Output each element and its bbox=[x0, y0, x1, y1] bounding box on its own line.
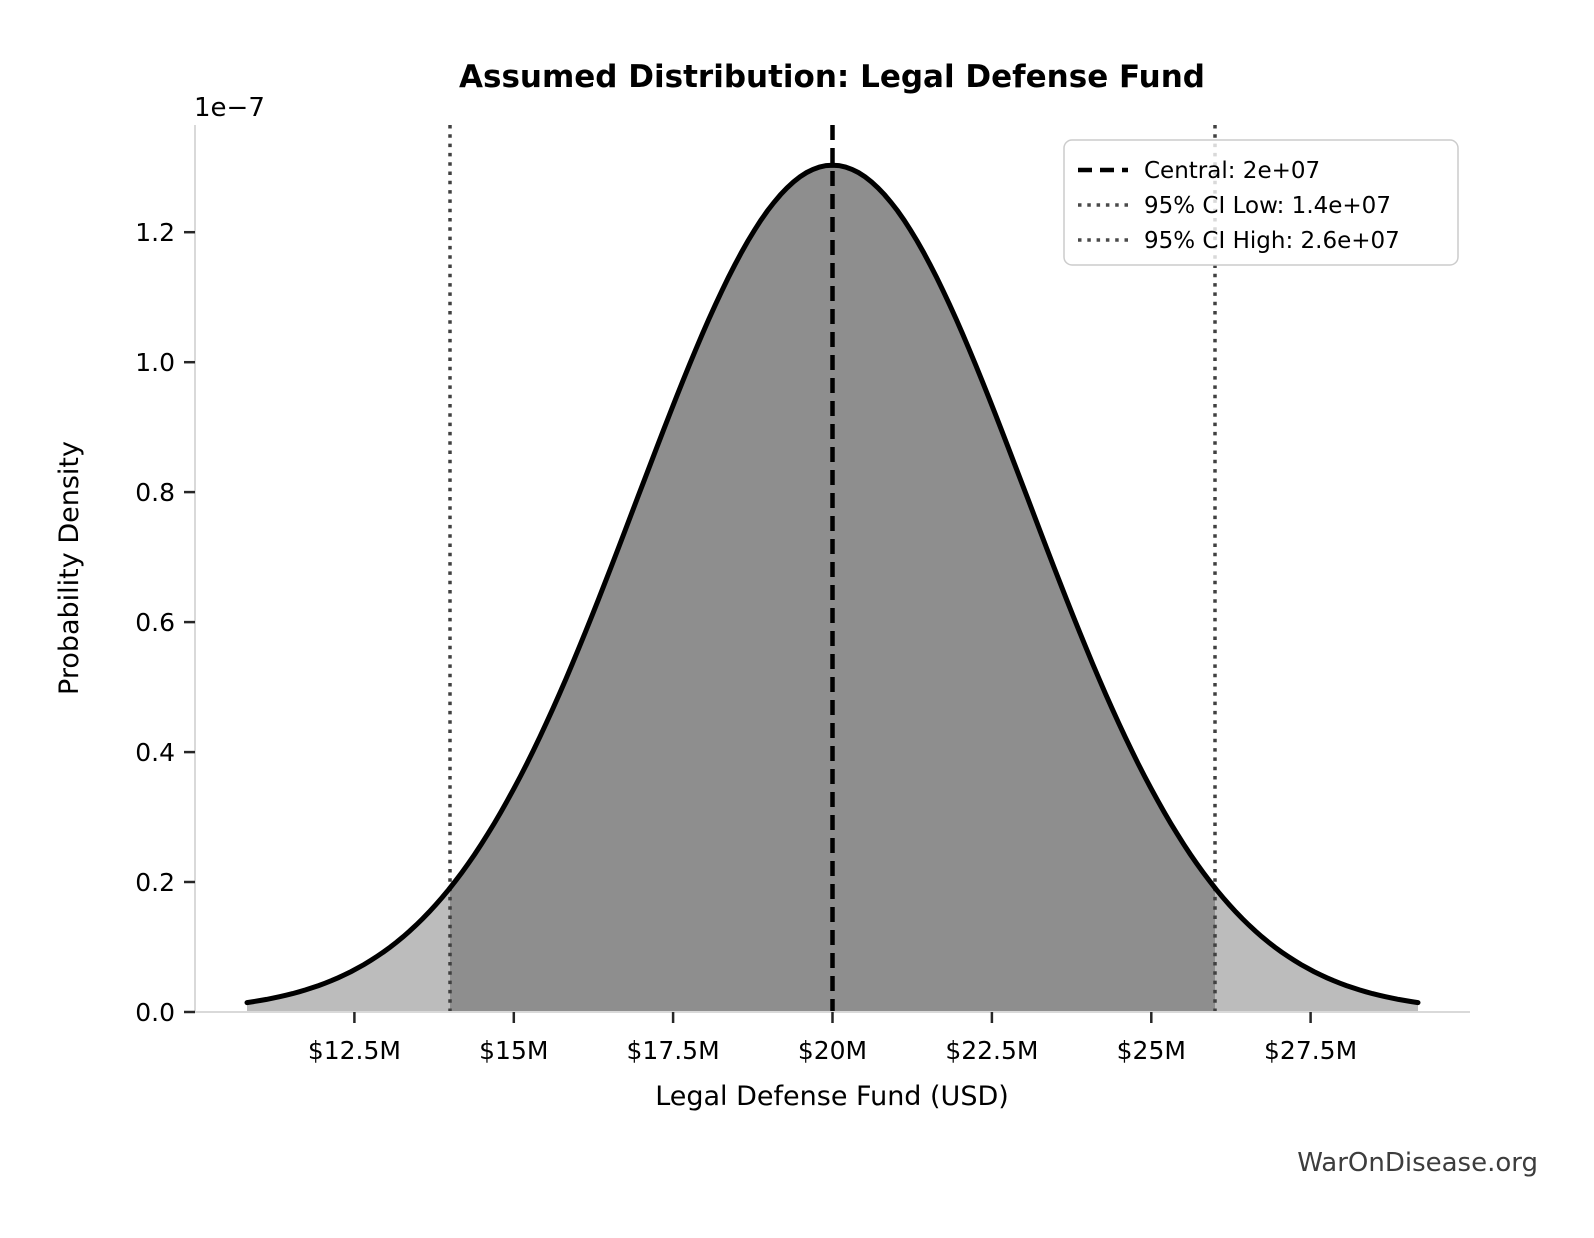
y-axis-ticks: 0.0 0.2 0.4 0.6 0.8 1.0 1.2 bbox=[135, 218, 195, 1027]
watermark: WarOnDisease.org bbox=[1297, 1148, 1538, 1178]
x-tick-label: $25M bbox=[1117, 1036, 1186, 1065]
x-tick-label: $17.5M bbox=[627, 1036, 720, 1065]
legend-frame bbox=[1063, 139, 1459, 266]
y-axis-label: Probability Density bbox=[54, 441, 85, 695]
y-axis-offset-label: 1e−7 bbox=[194, 93, 265, 123]
x-tick-label: $22.5M bbox=[945, 1036, 1038, 1065]
y-tick-label: 0.8 bbox=[135, 478, 175, 507]
legend-entry-label: 95% CI Low: 1.4e+07 bbox=[1144, 193, 1391, 219]
y-tick-label: 1.2 bbox=[135, 218, 175, 247]
y-tick-label: 0.2 bbox=[135, 868, 175, 897]
density-curve bbox=[244, 162, 1421, 1006]
legend-entry-label: 95% CI High: 2.6e+07 bbox=[1144, 228, 1400, 254]
y-tick-label: 0.6 bbox=[135, 608, 175, 637]
x-tick-label: $12.5M bbox=[308, 1036, 401, 1065]
y-tick-label: 0.4 bbox=[135, 738, 175, 767]
legend-entry-label: Central: 2e+07 bbox=[1144, 158, 1320, 184]
x-tick-label: $20M bbox=[798, 1036, 867, 1065]
x-axis-ticks: $12.5M $15M $17.5M $20M $22.5M $25M $27.5M bbox=[308, 1012, 1357, 1065]
legend: Central: 2e+07 95% CI Low: 1.4e+07 95% CI … bbox=[1063, 139, 1459, 266]
chart-title: Assumed Distribution: Legal Defense Fund bbox=[459, 59, 1205, 95]
x-axis-label: Legal Defense Fund (USD) bbox=[655, 1081, 1009, 1112]
x-tick-label: $15M bbox=[479, 1036, 548, 1065]
y-tick-label: 1.0 bbox=[135, 348, 175, 377]
x-tick-label: $27.5M bbox=[1264, 1036, 1357, 1065]
y-tick-label: 0.0 bbox=[135, 998, 175, 1027]
